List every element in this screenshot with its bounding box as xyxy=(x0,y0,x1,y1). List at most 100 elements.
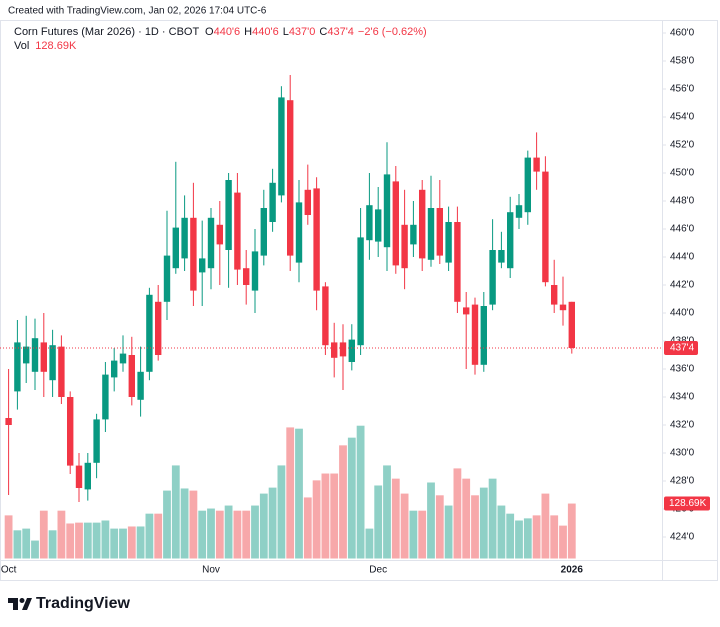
volume-bar xyxy=(409,510,418,559)
volume-bar xyxy=(66,523,75,559)
volume-bar xyxy=(277,465,286,559)
candle-body xyxy=(304,189,311,215)
price-tag-label: 437'4 xyxy=(670,343,695,354)
y-tick-label: 458'0 xyxy=(670,56,695,67)
candle-body xyxy=(234,192,241,270)
x-tick-label: 2026 xyxy=(561,565,584,576)
volume-bar xyxy=(198,510,207,559)
y-tick-label: 446'0 xyxy=(670,224,695,235)
volume-bar xyxy=(330,473,339,559)
volume-bar xyxy=(471,495,479,559)
candle-body xyxy=(331,342,338,358)
logo-dot xyxy=(19,598,25,603)
brand-logo: TradingView xyxy=(8,595,131,612)
volume-bar xyxy=(444,505,453,559)
ohlc-key: H xyxy=(244,26,252,38)
candle-body xyxy=(14,342,21,392)
title: Corn Futures (Mar 2026) · 1D · CBOT xyxy=(14,26,199,38)
volume-bar xyxy=(356,425,365,559)
ohlc-value: 440'6 xyxy=(252,26,279,38)
candle-body xyxy=(427,208,435,260)
y-tick-label: 450'0 xyxy=(670,168,695,179)
candle-body xyxy=(128,355,135,397)
candle-body xyxy=(269,182,276,222)
candle-body xyxy=(40,342,47,372)
candle-body xyxy=(207,217,215,269)
volume-bar xyxy=(339,445,347,559)
candle-body xyxy=(489,250,496,305)
candle-body xyxy=(111,360,118,378)
candle-body xyxy=(445,222,452,263)
volume-bar xyxy=(506,513,515,559)
plot xyxy=(4,75,576,559)
candle-body xyxy=(568,301,575,348)
y-tick-label: 444'0 xyxy=(670,252,695,263)
volume-bar xyxy=(127,526,136,559)
volume-bar xyxy=(101,520,110,559)
volume-bar xyxy=(383,465,391,559)
volume-bar xyxy=(321,473,330,559)
candle-body xyxy=(410,224,417,245)
candle-body xyxy=(190,217,197,291)
volume-bar xyxy=(57,510,66,559)
volume-bar xyxy=(92,522,101,559)
volume-bar xyxy=(462,478,471,559)
candle-body xyxy=(119,353,127,364)
candle-body xyxy=(507,212,514,269)
candle-body xyxy=(339,342,347,357)
candle-body xyxy=(375,209,382,242)
candle-body xyxy=(383,174,391,248)
volume-bar xyxy=(215,510,224,559)
volume-name: Vol xyxy=(14,40,29,52)
volume-bar xyxy=(4,515,13,559)
y-tick-label: 434'0 xyxy=(670,392,695,403)
y-tick-label: 430'0 xyxy=(670,448,695,459)
volume-bar xyxy=(259,493,268,559)
candle-body xyxy=(102,374,109,420)
candle-body xyxy=(93,419,100,463)
volume-bar xyxy=(251,505,259,559)
y-tick-label: 432'0 xyxy=(670,420,695,431)
ohlc-key: L xyxy=(283,26,289,38)
volume-bar xyxy=(83,522,92,559)
volume-bar xyxy=(418,510,427,559)
volume-bar xyxy=(550,515,559,559)
volume-bar xyxy=(479,487,488,559)
ohlc-value: 440'6 xyxy=(214,26,241,38)
logo-mark xyxy=(22,598,32,610)
price-tag xyxy=(664,341,698,355)
volume-bar xyxy=(189,490,198,559)
candle-body xyxy=(181,217,188,259)
candle-body xyxy=(31,338,39,372)
candle-body xyxy=(243,268,250,285)
candle-body xyxy=(67,397,74,466)
volume-bar xyxy=(207,508,215,559)
candle-body xyxy=(498,250,505,263)
candle-body xyxy=(419,189,426,259)
candle-body xyxy=(357,237,364,346)
x-tick-label: Nov xyxy=(202,565,220,576)
volume-bar xyxy=(31,540,39,559)
candle-body xyxy=(559,304,567,311)
volume-bar xyxy=(13,530,22,559)
y-tick-label: 452'0 xyxy=(670,140,695,151)
volume-bar xyxy=(488,478,497,559)
logo-mark xyxy=(8,598,18,610)
legend-header: Corn Futures (Mar 2026) · 1D · CBOT O440'… xyxy=(14,26,427,38)
volume-bar xyxy=(312,480,321,559)
candle-body xyxy=(75,465,83,488)
y-tick-label: 428'0 xyxy=(670,476,695,487)
volume-bar xyxy=(559,525,567,559)
candle-body xyxy=(137,371,144,400)
y-tick-label: 448'0 xyxy=(670,196,695,207)
y-tick-label: 460'0 xyxy=(670,28,695,39)
candle-body xyxy=(216,224,223,245)
volume-bar xyxy=(400,493,409,559)
volume-bar xyxy=(154,513,163,559)
candle-body xyxy=(551,285,558,305)
volume-tag-label: 128.69K xyxy=(669,498,707,509)
ohlc-value: 437'0 xyxy=(289,26,316,38)
candle-body xyxy=(225,180,232,250)
candle-body xyxy=(49,345,56,381)
candle-body xyxy=(251,251,259,291)
